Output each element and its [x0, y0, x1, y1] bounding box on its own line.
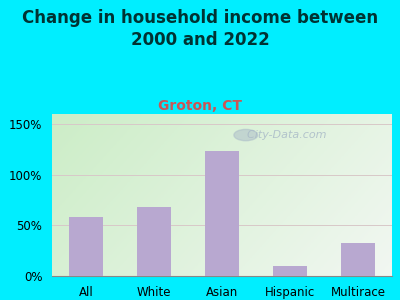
Bar	[137, 207, 171, 276]
Text: Groton, CT: Groton, CT	[158, 99, 242, 113]
Circle shape	[234, 129, 258, 141]
Text: Change in household income between
2000 and 2022: Change in household income between 2000 …	[22, 9, 378, 49]
Text: City-Data.com: City-Data.com	[240, 130, 326, 140]
Bar	[205, 152, 239, 276]
Bar	[341, 243, 375, 276]
Bar	[69, 217, 103, 276]
Bar	[273, 266, 307, 276]
